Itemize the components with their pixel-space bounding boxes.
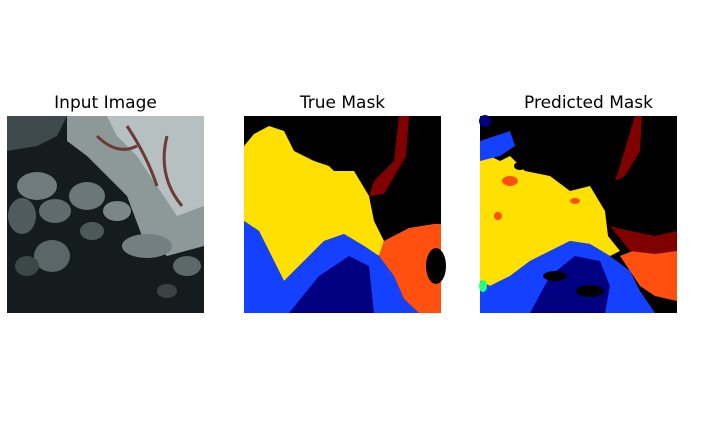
panel-title: Predicted Mask (524, 93, 653, 113)
predicted-mask (479, 115, 677, 313)
input-image (7, 116, 204, 313)
panel-title: True Mask (299, 93, 385, 113)
true-mask (244, 116, 446, 313)
panel-title: Input Image (54, 93, 157, 113)
